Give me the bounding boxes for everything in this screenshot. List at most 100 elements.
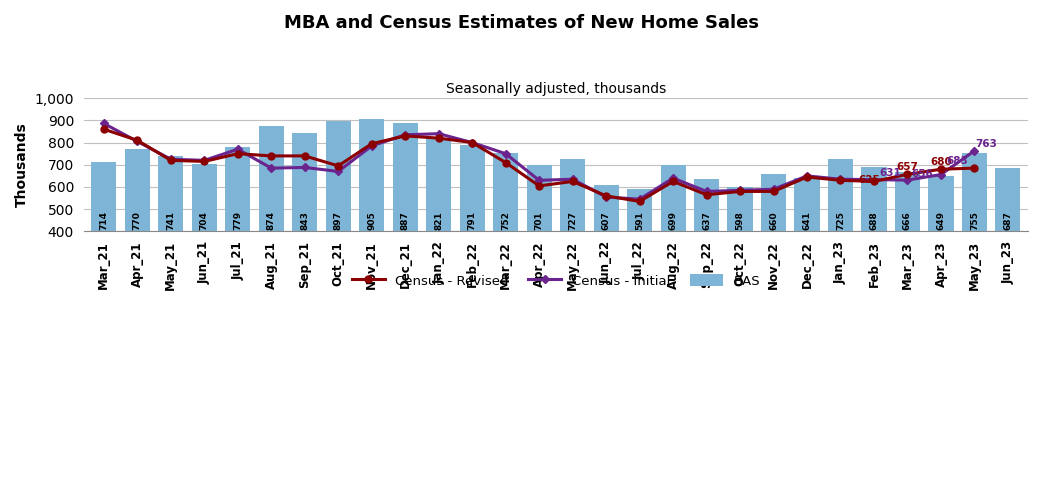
Census - Initial — [834, 176, 847, 182]
Census - Revised — [298, 153, 311, 159]
Census - Revised — [131, 137, 144, 143]
Text: 631: 631 — [880, 168, 901, 178]
Text: 843: 843 — [300, 211, 310, 229]
Census - Initial — [198, 157, 211, 163]
Text: 598: 598 — [735, 211, 745, 229]
Census - Revised — [566, 179, 579, 184]
Census - Revised — [365, 141, 378, 146]
Text: 699: 699 — [669, 211, 678, 229]
Census - Initial — [165, 156, 177, 162]
Bar — [761, 174, 786, 320]
Census - Revised — [533, 183, 545, 189]
Census - Initial — [500, 151, 512, 156]
Census - Initial — [700, 189, 712, 194]
Bar — [125, 149, 150, 320]
Text: MBA and Census Estimates of New Home Sales: MBA and Census Estimates of New Home Sal… — [284, 14, 759, 33]
Census - Revised — [433, 135, 445, 141]
Bar — [493, 153, 518, 320]
Y-axis label: Thousands: Thousands — [15, 122, 29, 207]
Text: 657: 657 — [897, 162, 919, 172]
Census - Initial — [131, 139, 144, 144]
Census - Initial — [935, 172, 947, 178]
Text: 704: 704 — [200, 211, 209, 229]
Census - Initial — [801, 173, 814, 179]
Bar — [895, 172, 920, 320]
Census - Initial — [399, 132, 412, 138]
Bar — [862, 168, 887, 320]
Text: 714: 714 — [99, 211, 108, 229]
Bar — [727, 187, 753, 320]
Bar — [392, 123, 418, 320]
Text: 763: 763 — [975, 139, 997, 149]
Census - Initial — [265, 165, 277, 171]
Text: 755: 755 — [970, 211, 979, 229]
Bar — [225, 147, 250, 320]
Census - Revised — [198, 158, 211, 164]
Census - Revised — [935, 167, 947, 172]
Bar — [359, 119, 384, 320]
Census - Initial — [633, 196, 646, 202]
Text: 687: 687 — [1003, 211, 1013, 229]
Line: Census - Revised: Census - Revised — [100, 126, 978, 205]
Bar — [660, 165, 685, 320]
Bar — [795, 178, 820, 320]
Legend: Census - Revised, Census - Initial, BAS: Census - Revised, Census - Initial, BAS — [345, 267, 767, 294]
Bar — [627, 189, 652, 320]
Bar — [928, 176, 953, 320]
Text: 821: 821 — [434, 211, 443, 229]
Text: 725: 725 — [836, 211, 845, 229]
Text: 779: 779 — [234, 211, 242, 229]
Census - Revised — [265, 153, 277, 159]
Text: 727: 727 — [568, 211, 577, 229]
Text: 625: 625 — [858, 175, 880, 185]
Text: 897: 897 — [334, 211, 343, 229]
Census - Initial — [466, 140, 479, 145]
Census - Initial — [332, 168, 344, 174]
Bar — [694, 179, 719, 320]
Census - Revised — [399, 133, 412, 139]
Census - Revised — [332, 163, 344, 169]
Census - Revised — [801, 174, 814, 180]
Text: 741: 741 — [166, 211, 175, 229]
Census - Revised — [968, 165, 980, 171]
Text: 660: 660 — [769, 211, 778, 229]
Text: 752: 752 — [502, 211, 510, 229]
Bar — [92, 162, 117, 320]
Bar — [962, 153, 987, 320]
Text: 649: 649 — [937, 211, 945, 229]
Census - Initial — [600, 194, 612, 200]
Bar — [995, 168, 1020, 320]
Census - Revised — [633, 199, 646, 204]
Text: 701: 701 — [535, 211, 543, 229]
Census - Revised — [600, 193, 612, 199]
Census - Revised — [734, 189, 747, 194]
Census - Revised — [165, 157, 177, 163]
Census - Initial — [901, 177, 914, 183]
Census - Initial — [232, 146, 244, 152]
Census - Initial — [566, 176, 579, 182]
Bar — [593, 185, 618, 320]
Census - Initial — [968, 148, 980, 154]
Bar — [427, 138, 452, 320]
Bar — [159, 156, 184, 320]
Census - Revised — [666, 179, 679, 184]
Census - Revised — [768, 189, 780, 194]
Census - Revised — [834, 178, 847, 183]
Line: Census - Initial: Census - Initial — [101, 120, 977, 202]
Census - Revised — [98, 126, 111, 132]
Census - Revised — [868, 179, 880, 184]
Census - Revised — [700, 192, 712, 198]
Text: 666: 666 — [903, 211, 912, 229]
Census - Revised — [466, 140, 479, 145]
Text: 656: 656 — [912, 168, 933, 179]
Title: Seasonally adjusted, thousands: Seasonally adjusted, thousands — [445, 82, 666, 96]
Bar — [292, 133, 317, 320]
Bar — [460, 144, 485, 320]
Text: 887: 887 — [401, 211, 410, 229]
Census - Initial — [533, 178, 545, 183]
Bar — [828, 159, 853, 320]
Text: 683: 683 — [947, 156, 969, 167]
Census - Initial — [365, 143, 378, 149]
Text: 680: 680 — [930, 157, 952, 167]
Bar — [560, 159, 585, 320]
